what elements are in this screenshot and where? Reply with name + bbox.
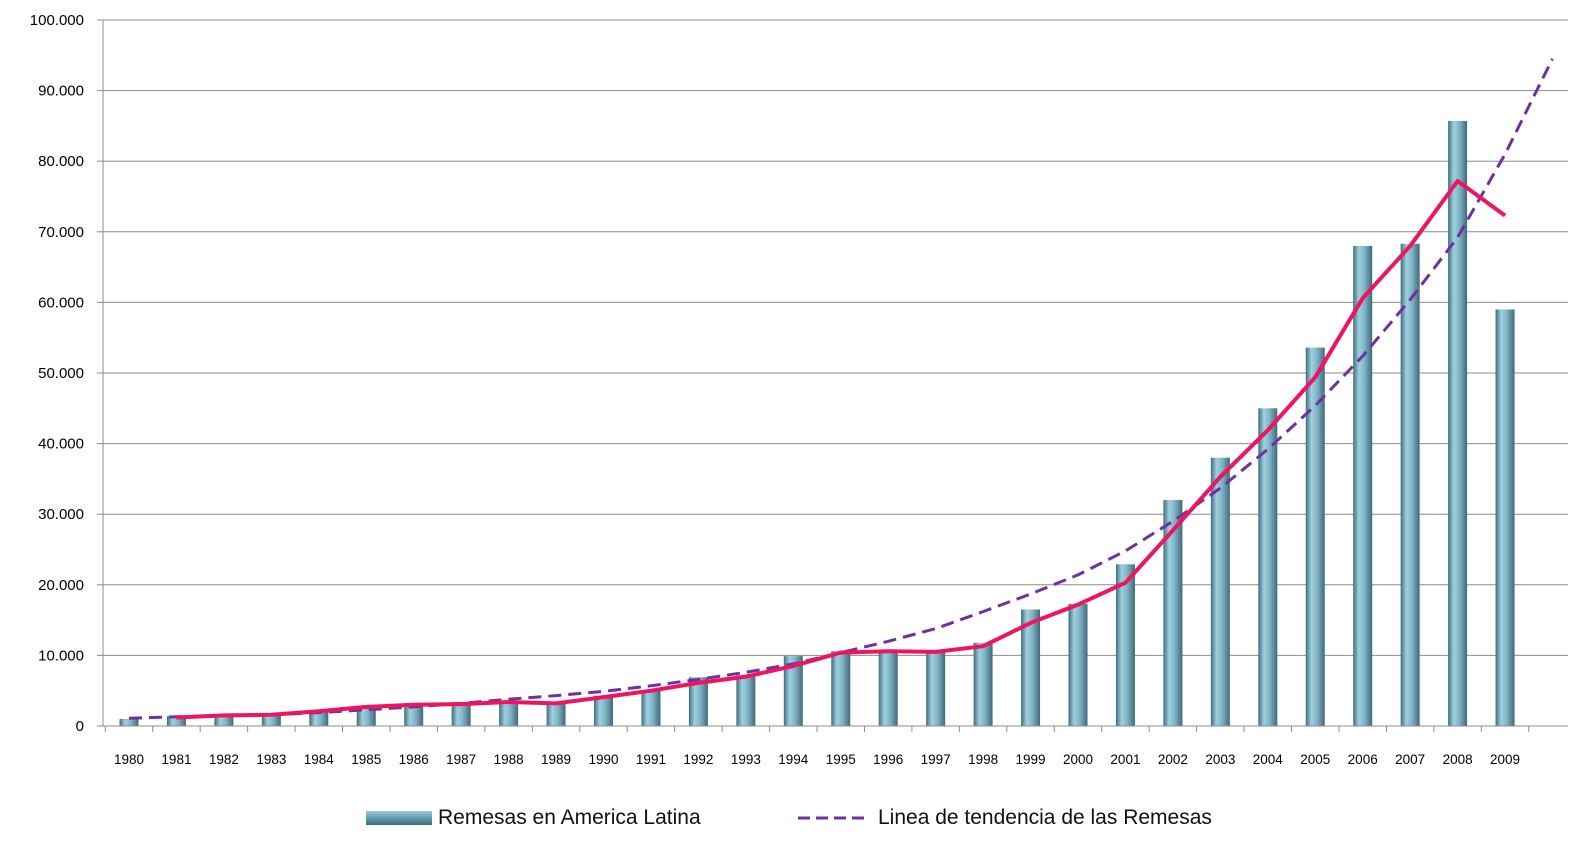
y-axis: 0 10.000 20.000 30.000 40.000 50.000 60.000 70.… — [30, 12, 104, 735]
y-tick-label: 100.000 — [30, 12, 84, 29]
y-tick-label: 70.000 — [38, 224, 84, 241]
y-tick-label: 80.000 — [38, 153, 84, 170]
x-axis: 1980 1981 1982 1983 1984 1985 1986 1987 1988 1989… — [103, 725, 1568, 767]
x-tick-label: 1991 — [636, 752, 666, 767]
x-tick-label: 1996 — [873, 752, 903, 767]
bar — [783, 656, 803, 726]
trend-series — [128, 58, 1554, 720]
bar — [831, 651, 851, 726]
bar — [1163, 500, 1183, 726]
x-tick-label: 1988 — [494, 752, 524, 767]
bar — [1021, 609, 1041, 726]
bar — [1068, 603, 1088, 726]
x-tick-label: 1993 — [731, 752, 761, 767]
x-tick-label: 2004 — [1253, 752, 1284, 767]
bar — [1495, 309, 1515, 726]
x-tick-label: 2003 — [1205, 752, 1235, 767]
x-tick-label: 1994 — [778, 752, 809, 767]
bar — [451, 701, 471, 726]
bar — [878, 651, 898, 726]
bar — [1400, 243, 1420, 726]
bar — [1305, 347, 1325, 726]
legend-dash-swatch — [798, 816, 870, 820]
legend-bar-swatch — [366, 811, 432, 825]
bar — [546, 701, 566, 726]
bar — [594, 695, 613, 726]
legend: Remesas en America Latina Linea de tende… — [0, 806, 1592, 842]
x-tick-label: 2008 — [1443, 752, 1473, 767]
x-tick-label: 1992 — [683, 752, 713, 767]
bar — [926, 650, 946, 726]
bar — [1448, 120, 1468, 726]
bar — [1115, 564, 1135, 726]
moving-average-line — [176, 179, 1507, 720]
x-tick-label: 2002 — [1158, 752, 1188, 767]
x-tick-label: 1987 — [446, 752, 476, 767]
x-tick-label: 1995 — [826, 752, 856, 767]
x-tick-label: 1986 — [399, 752, 429, 767]
gridlines — [103, 19, 1568, 727]
x-tick-label: 1990 — [588, 752, 618, 767]
legend-bars-label: Remesas en America Latina — [438, 806, 701, 829]
x-tick-label: 1999 — [1016, 752, 1046, 767]
y-tick-label: 90.000 — [38, 83, 84, 100]
x-tick-label: 2007 — [1395, 752, 1425, 767]
x-tick-label: 1980 — [114, 752, 144, 767]
x-tick-label: 1984 — [304, 752, 335, 767]
x-tick-label: 1981 — [161, 752, 191, 767]
x-tick-label: 2001 — [1110, 752, 1140, 767]
trend-line — [128, 58, 1554, 720]
bar — [166, 716, 186, 726]
bar — [1258, 408, 1278, 726]
bar — [1210, 457, 1230, 726]
x-tick-label: 1985 — [351, 752, 381, 767]
legend-trend-label: Linea de tendencia de las Remesas — [878, 806, 1212, 829]
x-tick-label: 2006 — [1348, 752, 1378, 767]
x-tick-label: 1997 — [921, 752, 951, 767]
y-tick-label: 50.000 — [38, 365, 84, 382]
y-tick-label: 30.000 — [38, 506, 84, 523]
bar — [641, 689, 661, 726]
bar — [309, 710, 329, 726]
x-tick-label: 1982 — [209, 752, 239, 767]
x-tick-label: 2000 — [1063, 752, 1093, 767]
y-tick-label: 20.000 — [38, 577, 84, 594]
bar — [1353, 245, 1373, 727]
x-tick-label: 2005 — [1300, 752, 1330, 767]
x-tick-label: 1989 — [541, 752, 571, 767]
legend-item-trend: Linea de tendencia de las Remesas — [796, 806, 1212, 830]
y-tick-label: 0 — [76, 718, 84, 735]
x-tick-label: 2009 — [1490, 752, 1520, 767]
line-series — [176, 179, 1507, 720]
bar — [499, 700, 519, 726]
y-tick-label: 10.000 — [38, 647, 84, 664]
y-tick-label: 40.000 — [38, 436, 84, 453]
bar — [973, 642, 993, 726]
y-tick-label: 60.000 — [38, 294, 84, 311]
bar — [404, 704, 424, 726]
x-tick-label: 1983 — [256, 752, 286, 767]
x-tick-label: 1998 — [968, 752, 998, 767]
bar — [688, 677, 708, 726]
bar-series — [119, 120, 1515, 727]
bar — [736, 675, 756, 726]
legend-item-bars: Remesas en America Latina — [366, 806, 701, 830]
bar — [119, 718, 139, 726]
